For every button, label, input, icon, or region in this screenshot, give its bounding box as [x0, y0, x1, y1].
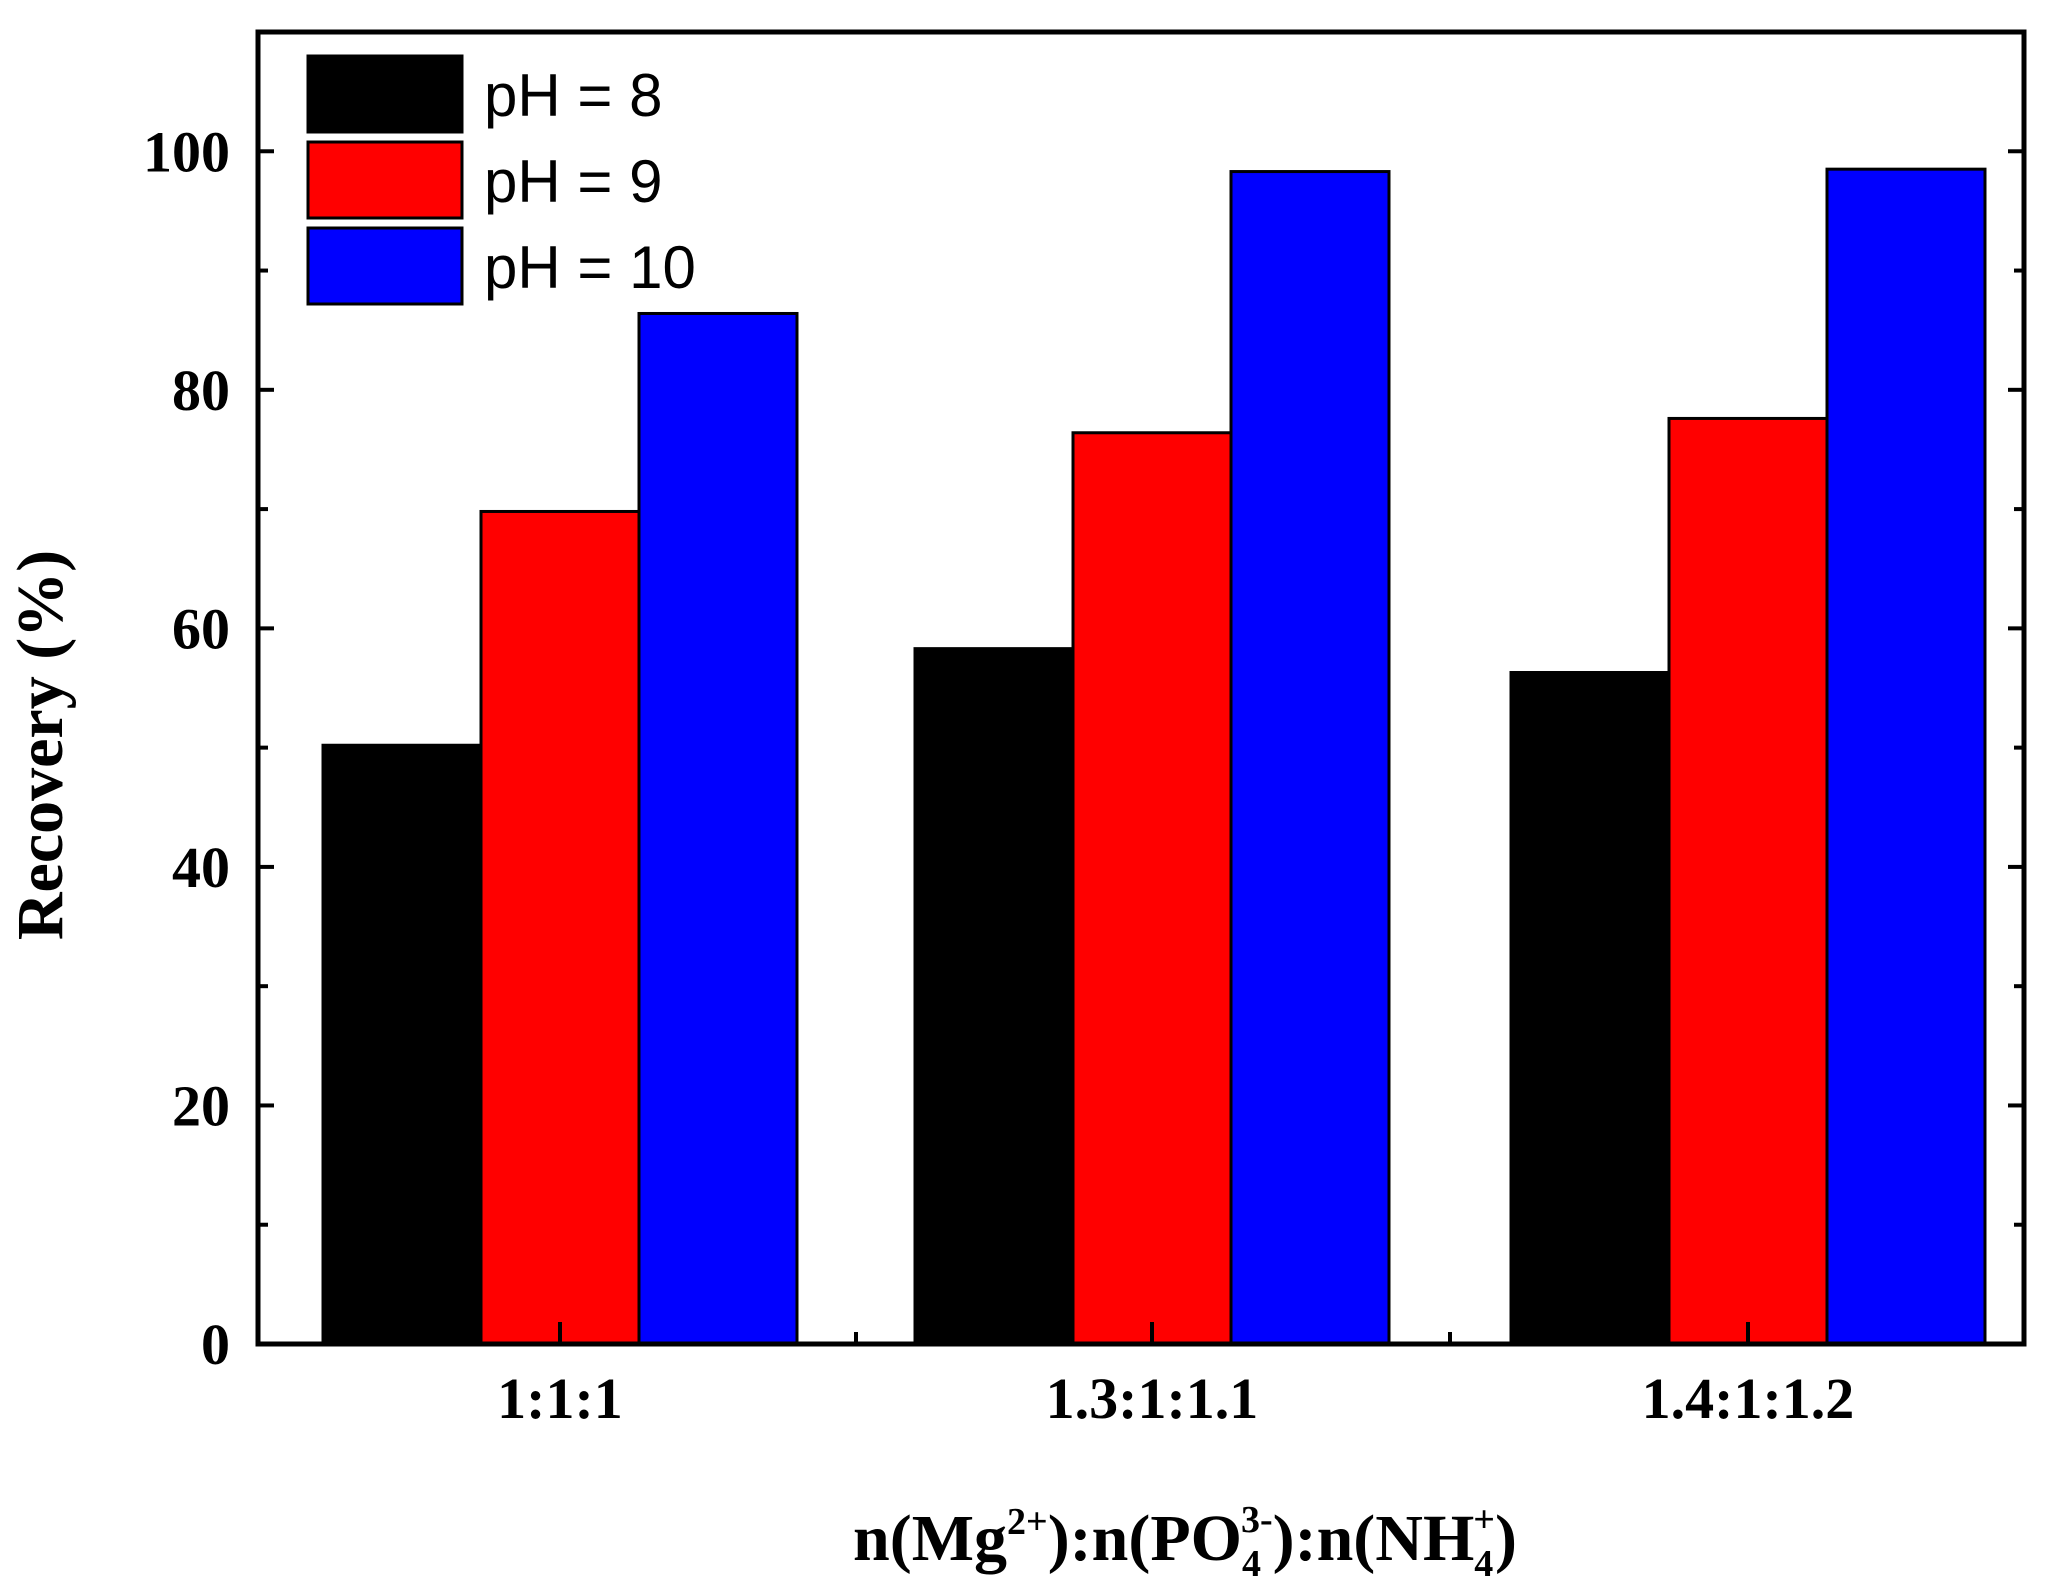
- y-tick-label: 80: [172, 358, 230, 423]
- x-title-sup-po4: 3-: [1241, 1499, 1273, 1541]
- x-title-sup-nh4: +: [1473, 1499, 1495, 1541]
- x-title-part: ): [1495, 1502, 1517, 1575]
- x-title-sub-nh4: 4: [1474, 1543, 1493, 1585]
- bar-ph9-2: [1667, 416, 1829, 1346]
- bars-layer: [321, 167, 1987, 1346]
- legend-swatch-ph9: [306, 140, 464, 220]
- bar-ph10-0: [637, 311, 799, 1346]
- plot-frame: [255, 29, 2027, 1347]
- x-tick-label: 1:1:1: [497, 1366, 623, 1431]
- y-tick-label: 60: [172, 596, 230, 661]
- y-tick-label: 20: [172, 1073, 230, 1138]
- y-tick-label: 100: [143, 119, 230, 184]
- bar-ph9-1: [1071, 431, 1233, 1346]
- y-tick-label: 40: [172, 835, 230, 900]
- bar-ph8-0: [321, 743, 483, 1346]
- legend-swatch-ph8: [306, 54, 464, 134]
- x-title-sup-mg: 2+: [1007, 1501, 1048, 1543]
- bar-ph10-1: [1229, 170, 1391, 1346]
- x-tick-label: 1.3:1:1.1: [1046, 1366, 1259, 1431]
- x-axis-title: n(Mg2+):n(PO43-):n(NH4+): [853, 1499, 1517, 1585]
- bar-ph10-2: [1825, 167, 1987, 1346]
- bar-ph8-2: [1509, 670, 1671, 1346]
- bar-ph9-0: [479, 509, 641, 1346]
- x-tick-label: 1.4:1:1.2: [1642, 1366, 1855, 1431]
- x-title-part: ):n(PO: [1048, 1502, 1242, 1575]
- legend-label: pH = 10: [484, 234, 696, 301]
- x-title-sub-po4: 4: [1242, 1543, 1261, 1585]
- legend: pH = 8 pH = 9 pH = 10: [306, 54, 696, 306]
- legend-label: pH = 8: [484, 62, 662, 129]
- legend-swatch-ph10: [306, 226, 464, 306]
- bar-ph8-1: [913, 647, 1075, 1346]
- y-tick-label: 0: [201, 1312, 230, 1377]
- x-title-part: n(Mg: [853, 1502, 1007, 1575]
- legend-label: pH = 9: [484, 148, 662, 215]
- y-axis-title: Recovery (%): [4, 550, 77, 940]
- x-title-part: ):n(NH: [1273, 1502, 1475, 1575]
